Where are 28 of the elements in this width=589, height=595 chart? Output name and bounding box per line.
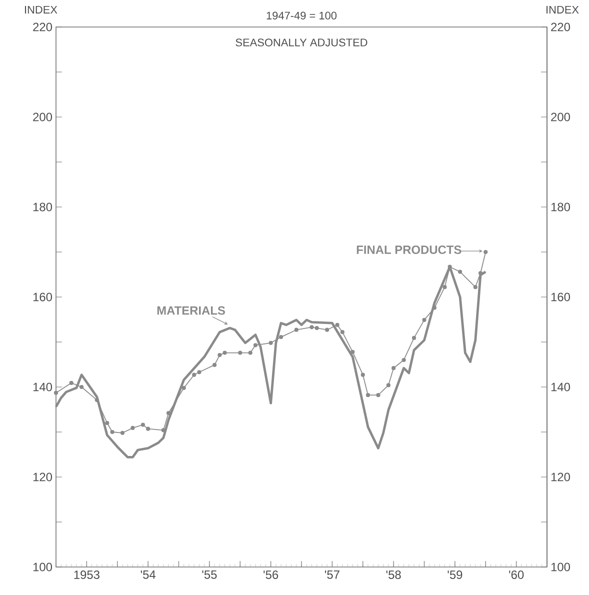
x-tick-label: '59 [448, 570, 462, 579]
y2-tick-label: 100 [551, 562, 570, 572]
y2-tick-label: 200 [551, 112, 570, 122]
y-tick-label: 120 [33, 472, 52, 482]
x-tick-label: 1953 [74, 570, 100, 579]
x-tick-label: '54 [140, 570, 156, 579]
y-tick-label: 140 [33, 382, 52, 392]
y-tick-label: 180 [33, 202, 52, 212]
y2-tick-label: 220 [551, 22, 570, 32]
series-label: MATERIALS [157, 306, 225, 315]
text: SEASONALLY ADJUSTED [236, 38, 368, 46]
x-tick-label: '55 [202, 570, 217, 579]
y2-axis-title: INDEX [546, 6, 579, 14]
y-tick-label: 200 [33, 112, 52, 122]
y2-tick-label: 180 [551, 202, 570, 212]
x-tick-label: '60 [509, 570, 524, 579]
chart-title: 1947-49 = 100 [266, 12, 337, 20]
x-tick-label: '57 [325, 570, 340, 579]
x-tick-label: '58 [386, 570, 401, 579]
y-tick-label: 100 [33, 562, 52, 572]
y2-tick-label: 140 [551, 382, 570, 392]
y2-tick-label: 120 [551, 472, 570, 482]
y-tick-label: 160 [33, 292, 52, 302]
y-axis-title: INDEX [25, 6, 58, 14]
legend-label: FINAL PRODUCTS [356, 246, 462, 254]
y-tick-label: 220 [33, 22, 52, 32]
x-tick-label: '56 [264, 570, 278, 579]
y2-tick-label: 160 [551, 292, 570, 302]
